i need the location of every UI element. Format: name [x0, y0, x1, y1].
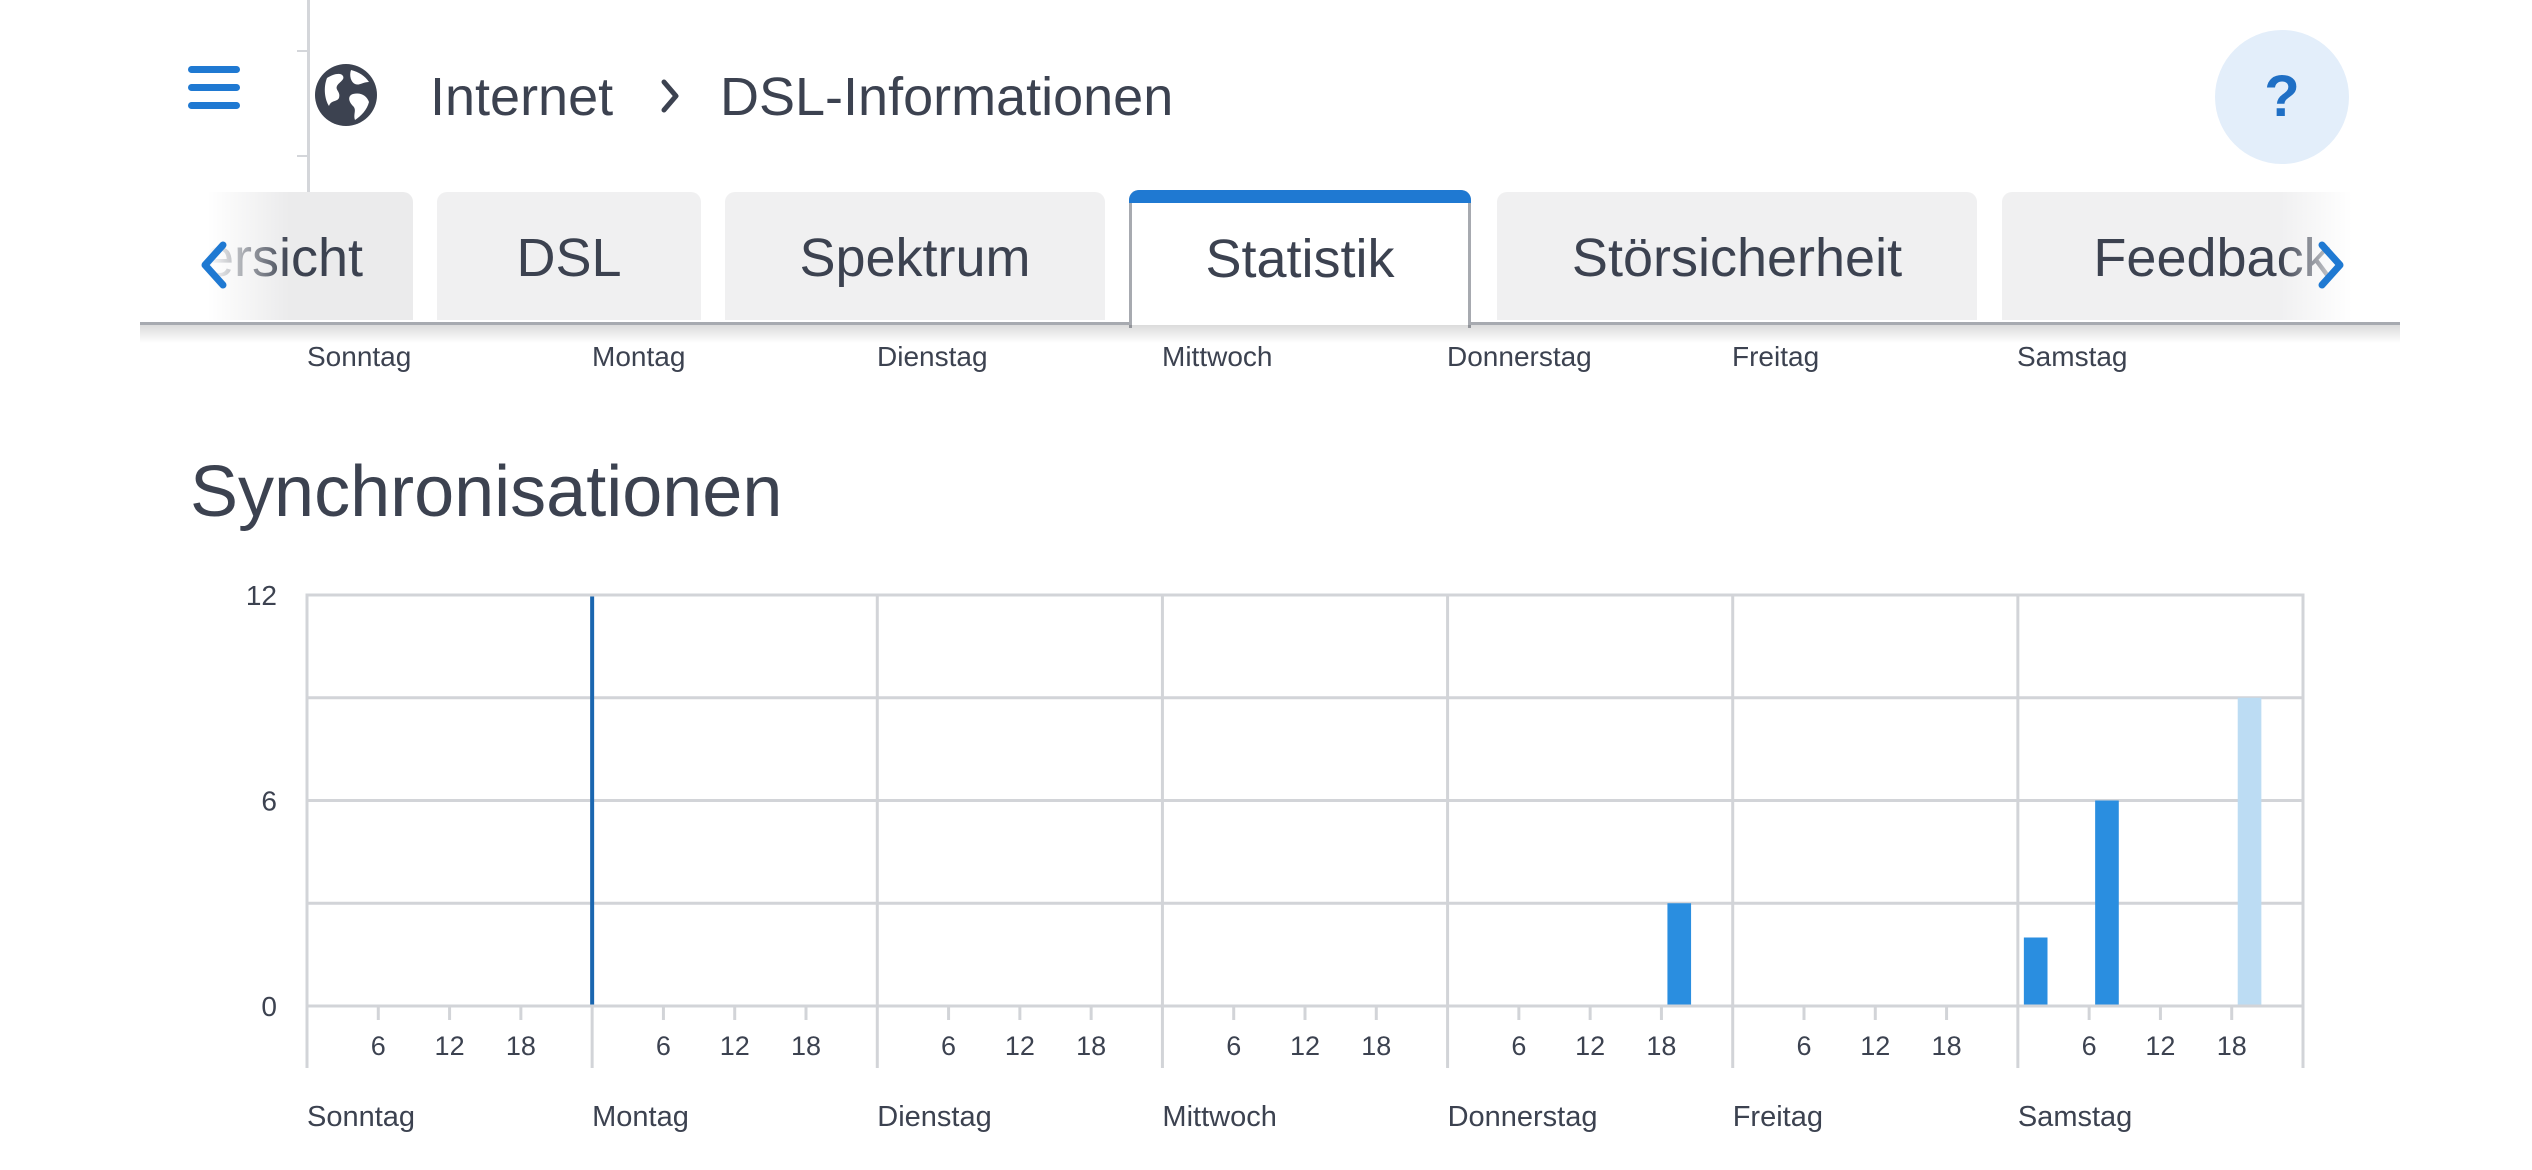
menu-button[interactable]: [184, 62, 244, 114]
chevron-left-icon: [201, 241, 227, 289]
y-tick-label: 6: [261, 786, 277, 817]
tab-bar: Übersicht DSL Spektrum Statistik Störsic…: [140, 190, 2400, 340]
chart-frame: [305, 593, 2305, 1008]
tab-fade-right: [2280, 190, 2400, 322]
header-divider: [297, 0, 310, 215]
bar: [1667, 903, 1692, 1006]
bar: [2023, 937, 2048, 1006]
day-label: Freitag: [1733, 1101, 1823, 1133]
menu-icon-line: [188, 84, 240, 91]
tab-scroll-left-button[interactable]: [185, 235, 245, 295]
hour-tick-label: 6: [371, 1031, 386, 1061]
top-day-label: Mittwoch: [1162, 341, 1273, 372]
hour-tick-label: 18: [506, 1031, 536, 1061]
hour-tick-label: 12: [2145, 1031, 2175, 1061]
bar: [2095, 800, 2119, 1006]
day-label: Donnerstag: [1448, 1101, 1598, 1133]
hour-tick-label: 12: [1290, 1031, 1320, 1061]
top-day-label: Dienstag: [877, 341, 988, 372]
hour-tick-label: 18: [1932, 1031, 1962, 1061]
day-label: Sonntag: [307, 1101, 415, 1133]
page-header: Internet DSL-Informationen ?: [0, 0, 2532, 215]
hour-tick-label: 12: [435, 1031, 465, 1061]
top-day-label: Donnerstag: [1447, 341, 1592, 372]
hour-tick-label: 18: [1076, 1031, 1106, 1061]
hour-tick-label: 6: [941, 1031, 956, 1061]
menu-icon-line: [188, 102, 240, 109]
menu-icon: [188, 66, 240, 73]
help-button[interactable]: ?: [2215, 30, 2349, 164]
hour-tick-label: 18: [2217, 1031, 2247, 1061]
section-title: Synchronisationen: [190, 452, 783, 532]
tab-dsl[interactable]: DSL: [437, 192, 701, 320]
hour-tick-label: 18: [791, 1031, 821, 1061]
hour-tick-label: 18: [1646, 1031, 1676, 1061]
top-day-label: Sonntag: [307, 341, 412, 372]
hour-tick-label: 6: [1226, 1031, 1241, 1061]
sync-chart: 0 6 12 6 12 18 Sonntag 6 12 18 Montag 6 12 18 Dienstag…: [246, 580, 2305, 1133]
y-tick-label: 12: [246, 580, 277, 611]
tab-statistik[interactable]: Statistik: [1129, 190, 1471, 328]
day-label: Mittwoch: [1162, 1101, 1276, 1133]
hour-tick-label: 18: [1361, 1031, 1391, 1061]
hour-tick-label: 12: [1575, 1031, 1605, 1061]
tab-stoersicherheit[interactable]: Störsicherheit: [1497, 192, 1977, 320]
day-label: Dienstag: [877, 1101, 991, 1133]
globe-icon: [315, 64, 377, 126]
hour-tick-label: 6: [1796, 1031, 1811, 1061]
day-label: Samstag: [2018, 1101, 2132, 1133]
hour-tick-label: 12: [1860, 1031, 1890, 1061]
y-tick-label: 0: [261, 991, 277, 1022]
tab-scroll-right-button[interactable]: [2300, 235, 2360, 295]
hour-tick-label: 6: [656, 1031, 671, 1061]
bar-current: [2237, 697, 2262, 1006]
chevron-right-icon: [2318, 241, 2344, 289]
hour-tick-label: 12: [1005, 1031, 1035, 1061]
hour-tick-label: 6: [2082, 1031, 2097, 1061]
tab-spektrum[interactable]: Spektrum: [725, 192, 1105, 320]
hour-tick-label: 6: [1511, 1031, 1526, 1061]
chevron-right-icon: [661, 79, 679, 113]
top-day-label: Freitag: [1732, 341, 1820, 372]
day-label: Montag: [592, 1101, 689, 1133]
hour-tick-label: 12: [720, 1031, 750, 1061]
tab-bar-shadow: [140, 325, 2400, 343]
top-day-label: Montag: [592, 341, 686, 372]
top-day-label: Samstag: [2017, 341, 2128, 372]
page-title: DSL-Informationen: [720, 67, 1174, 127]
breadcrumb-internet[interactable]: Internet: [430, 67, 614, 127]
